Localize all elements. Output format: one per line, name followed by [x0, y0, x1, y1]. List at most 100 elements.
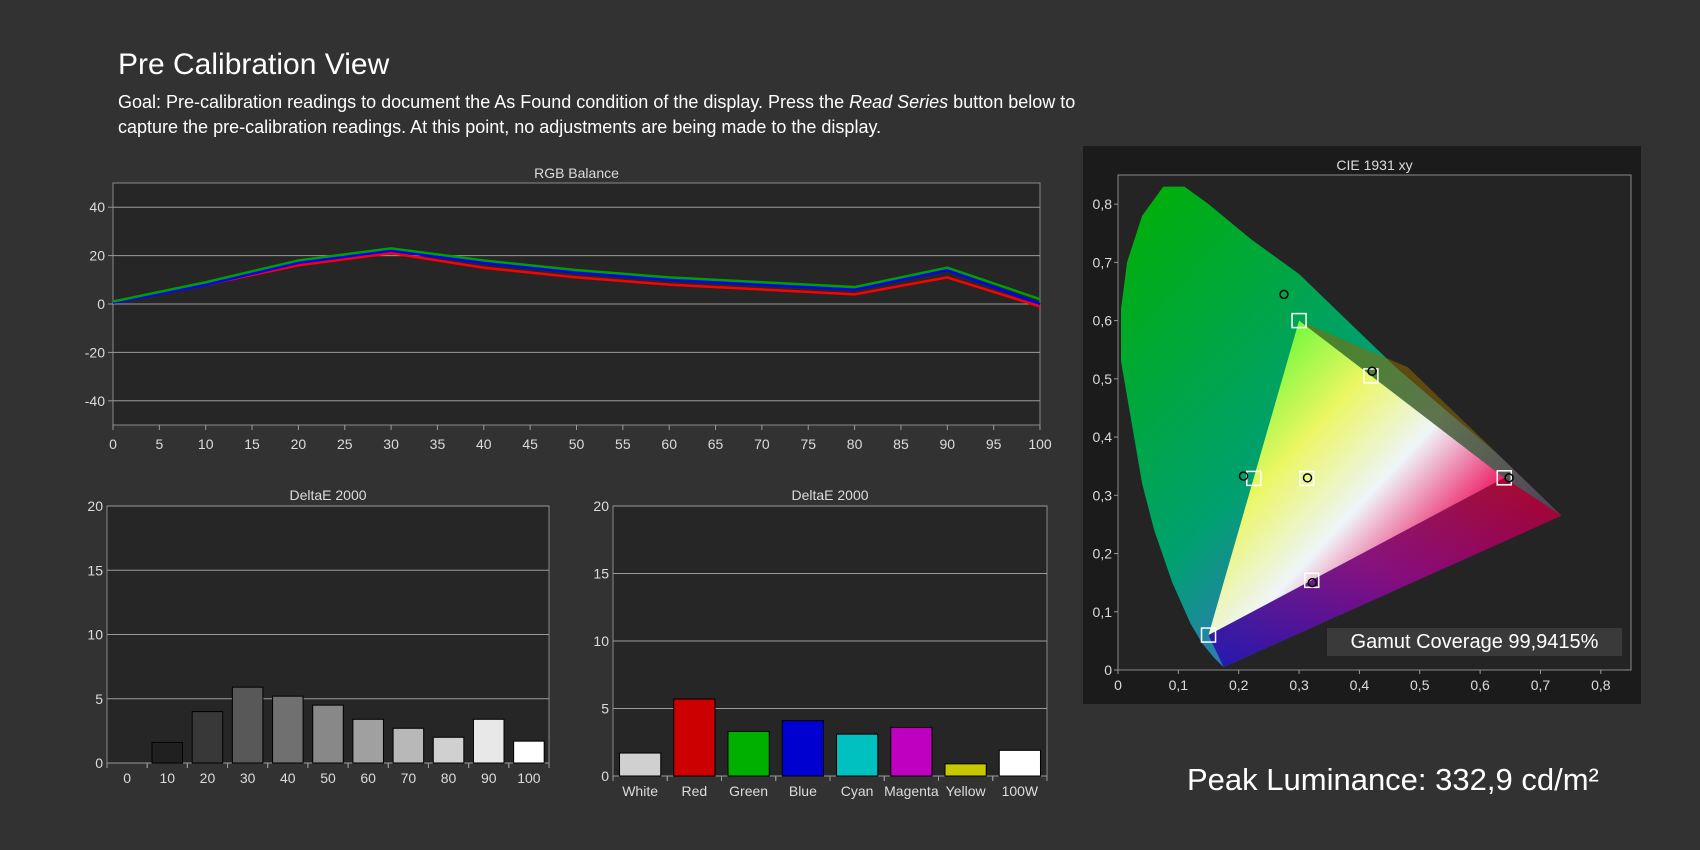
goal-text-prefix: Goal: Pre-calibration readings to docume… — [118, 92, 850, 112]
x-tick-label: 10 — [198, 436, 214, 452]
purple-line-region — [1208, 477, 1562, 668]
plot-area — [106, 505, 550, 764]
goal-description: Goal: Pre-calibration readings to docume… — [118, 90, 1138, 140]
x-tick-label: 50 — [569, 436, 585, 452]
bar-magenta — [890, 726, 933, 777]
goal-read-series: Read Series — [849, 92, 949, 112]
x-tick-label: Yellow — [946, 783, 987, 799]
x-tick-label: 0 — [109, 436, 117, 452]
x-tick-label: 0,3 — [1289, 677, 1309, 693]
y-tick-label: 0,1 — [1093, 604, 1113, 620]
x-tick-label: 5 — [155, 436, 163, 452]
peak-luminance-label: Peak Luminance: 332,9 cd/m² — [1187, 762, 1599, 797]
bar-yellow — [944, 763, 987, 777]
y-tick-label: 5 — [95, 691, 103, 707]
series-line-2 — [112, 247, 1041, 303]
x-tick-label: 60 — [661, 436, 677, 452]
x-tick-label: 75 — [800, 436, 816, 452]
y-tick-label: 15 — [593, 566, 609, 582]
bar-80 — [432, 736, 465, 764]
target-marker-2 — [1200, 627, 1217, 643]
x-tick-label: 95 — [986, 436, 1002, 452]
measured-point-4 — [1367, 366, 1377, 377]
page-title: Pre Calibration View — [118, 48, 390, 81]
x-tick-label: 60 — [360, 770, 376, 786]
gamut-triangle — [1208, 320, 1505, 636]
x-tick-label: 70 — [401, 770, 417, 786]
x-tick-label: 50 — [320, 770, 336, 786]
bar-70 — [392, 727, 425, 764]
y-tick-label: 20 — [87, 498, 103, 514]
x-tick-label: 100 — [1028, 436, 1052, 452]
measured-point-5 — [1302, 473, 1313, 483]
y-tick-label: 0 — [601, 768, 609, 784]
goal-text-suffix: button below to capture the pre-calibrat… — [118, 92, 1076, 137]
x-tick-label: 80 — [441, 770, 457, 786]
bar-10 — [151, 741, 184, 764]
bar-60 — [352, 718, 384, 764]
x-tick-label: Blue — [789, 783, 817, 799]
cie-1931-chart: CIE 1931 xy 0,8 0,7 0,6 0,5 0,4 0,3 0,2 0,1 00 0,1… — [1083, 146, 1641, 704]
x-tick-label: 90 — [940, 436, 956, 452]
x-tick-label: 70 — [754, 436, 770, 452]
gamut-coverage-label: Gamut Coverage 99,9415% — [1327, 628, 1622, 656]
x-tick-label: 20 — [291, 436, 307, 452]
y-tick-label: 15 — [87, 562, 103, 578]
x-tick-label: 85 — [893, 436, 909, 452]
x-tick-label: Cyan — [841, 783, 874, 799]
cie-panel: CIE 1931 xy 0,8 0,7 0,6 0,5 0,4 0,3 0,2 0,1 0 0 0,1… — [1083, 146, 1641, 704]
x-tick-label: Green — [729, 783, 768, 799]
series-line-1 — [112, 249, 1041, 306]
y-tick-label: 0,4 — [1093, 429, 1113, 445]
bar-red — [673, 698, 716, 777]
target-marker-5 — [1363, 368, 1379, 384]
bar-green — [727, 730, 770, 777]
bar-40 — [272, 695, 304, 764]
x-tick-label: 20 — [200, 770, 216, 786]
x-tick-label: 35 — [430, 436, 446, 452]
y-tick-label: -40 — [85, 393, 105, 409]
x-tick-label: 0,2 — [1229, 677, 1249, 693]
plot-area — [612, 505, 1048, 777]
y-tick-label: 20 — [593, 498, 609, 514]
x-tick-label: 0 — [1114, 677, 1122, 693]
bar-white — [619, 752, 662, 777]
chart-title: RGB Balance — [534, 165, 619, 181]
x-tick-label: 100 — [517, 770, 541, 786]
y-tick-label: 5 — [601, 701, 609, 717]
y-tick-label: 10 — [87, 627, 103, 643]
y-tick-label: -20 — [85, 344, 105, 360]
x-tick-label: Red — [682, 783, 708, 799]
measured-point-3 — [1307, 577, 1318, 588]
target-marker-6 — [1298, 470, 1315, 487]
x-tick-label: White — [622, 783, 658, 799]
x-tick-label: 65 — [708, 436, 724, 452]
y-tick-label: 0 — [97, 296, 105, 312]
target-marker-1 — [1291, 312, 1307, 329]
x-tick-label: 30 — [383, 436, 399, 452]
y-tick-label: 10 — [593, 633, 609, 649]
y-tick-label: 0,3 — [1093, 487, 1113, 503]
x-tick-label: 0 — [123, 770, 131, 786]
x-tick-label: 55 — [615, 436, 631, 452]
bar-30 — [231, 686, 264, 764]
x-tick-label: 80 — [847, 436, 863, 452]
x-tick-label: 45 — [522, 436, 538, 452]
chart-title: DeltaE 2000 — [791, 487, 868, 503]
y-tick-label: 0 — [95, 755, 103, 771]
target-marker-0 — [1496, 470, 1513, 486]
bar-20 — [191, 711, 224, 764]
x-tick-label: 25 — [337, 436, 353, 452]
bar-cyan — [836, 733, 879, 777]
x-tick-label: 0,6 — [1470, 677, 1490, 693]
x-tick-label: 40 — [280, 770, 296, 786]
y-tick-label: 0,6 — [1093, 313, 1113, 329]
y-tick-label: 0,5 — [1093, 371, 1113, 387]
y-tick-label: 40 — [89, 199, 105, 215]
x-tick-label: 30 — [240, 770, 256, 786]
x-tick-label: 0,5 — [1410, 677, 1430, 693]
measured-point-2 — [1238, 471, 1249, 481]
series-line-0 — [112, 251, 1041, 308]
chart-title: CIE 1931 xy — [1336, 157, 1412, 173]
x-tick-label: 100W — [1002, 783, 1039, 799]
